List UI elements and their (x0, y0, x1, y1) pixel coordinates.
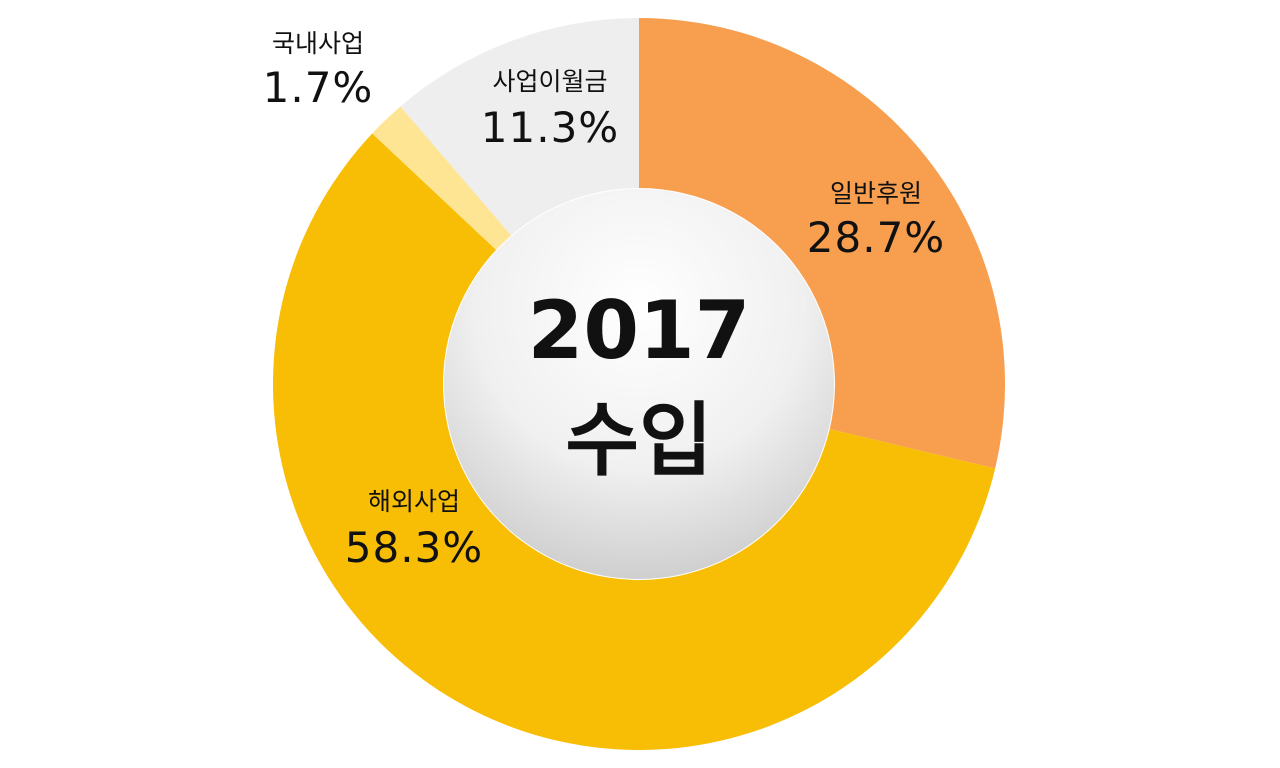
slice-value-general-donation: 28.7% (807, 213, 945, 262)
slice-labels: 일반후원 28.7% 해외사업 58.3% 국내사업 1.7% 사업이월금 11.3% (263, 29, 945, 572)
donut-slices (272, 18, 1005, 750)
center-year: 2017 (528, 284, 751, 377)
slice-label-domestic-projects: 국내사업 (272, 29, 364, 58)
donut-hole (444, 189, 834, 579)
slice-carryover (400, 18, 639, 236)
slice-general-donation (639, 18, 1005, 469)
center-title: 수입 (565, 394, 712, 487)
slice-overseas-projects (272, 133, 996, 750)
slice-value-overseas-projects: 58.3% (345, 523, 483, 572)
slice-label-carryover: 사업이월금 (492, 67, 607, 96)
slice-value-carryover: 11.3% (481, 103, 619, 152)
slice-domestic-projects (372, 106, 512, 250)
slice-value-domestic-projects: 1.7% (263, 63, 374, 112)
slice-label-general-donation: 일반후원 (830, 179, 922, 208)
slice-label-overseas-projects: 해외사업 (368, 487, 460, 516)
